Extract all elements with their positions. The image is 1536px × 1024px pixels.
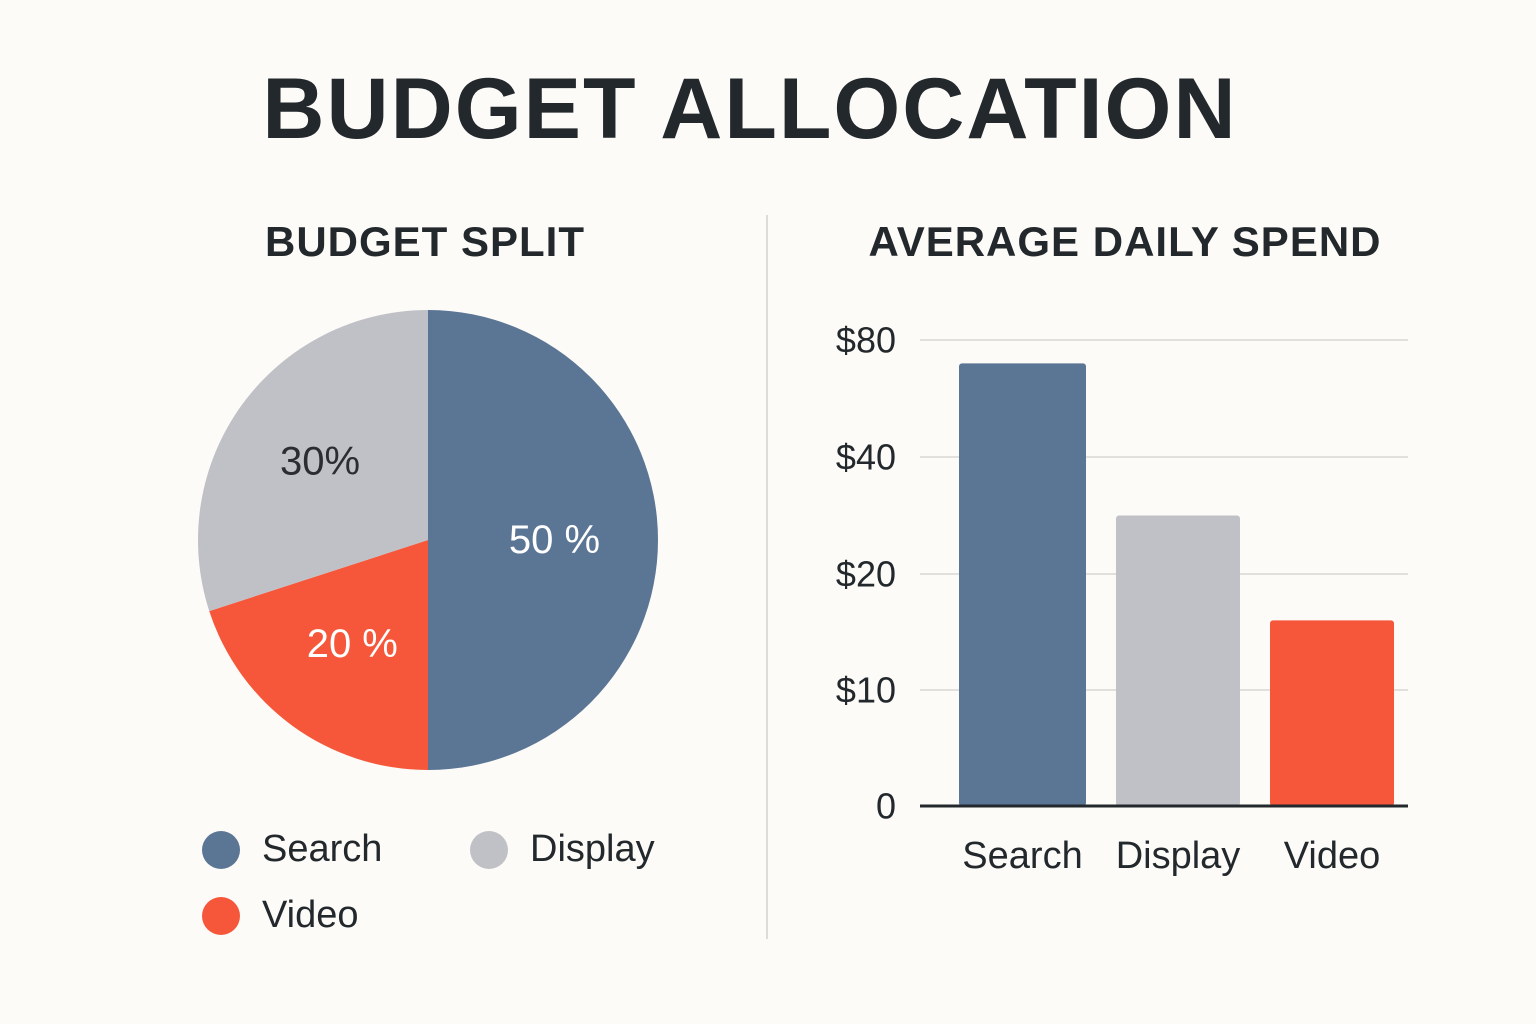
- legend-item-video: Video: [202, 894, 359, 937]
- bar-chart-title: AVERAGE DAILY SPEND: [868, 218, 1382, 265]
- legend-swatch-display: [470, 830, 508, 869]
- x-tick-label: Search: [962, 835, 1082, 877]
- y-tick-label: 0: [876, 786, 896, 827]
- legend-item-search: Search: [202, 828, 382, 871]
- bar-search: [959, 363, 1086, 806]
- pie-label-video: 20 %: [307, 622, 398, 666]
- pie-slice-display: [197, 310, 428, 612]
- legend-label: Search: [262, 828, 383, 870]
- bar-display: [1116, 515, 1240, 806]
- y-tick-label: $80: [836, 320, 896, 361]
- legend-label: Video: [262, 894, 359, 936]
- pie-chart-title: BUDGET SPLIT: [264, 218, 585, 265]
- pie-slice-search: [428, 310, 658, 770]
- pie-label-display: 30%: [280, 440, 360, 484]
- legend-swatch-video: [202, 896, 240, 935]
- pie-label-search: 50 %: [509, 518, 600, 562]
- x-tick-label: Display: [1116, 835, 1241, 877]
- bar-video: [1270, 620, 1394, 806]
- legend-item-display: Display: [470, 828, 655, 871]
- x-tick-label: Video: [1284, 835, 1381, 877]
- y-tick-label: $10: [836, 670, 896, 711]
- panel-divider: [766, 215, 768, 939]
- pie-slice-video: [209, 540, 428, 770]
- page-title: BUDGET ALLOCATION: [262, 61, 1238, 157]
- y-tick-label: $40: [836, 437, 896, 478]
- y-tick-label: $20: [836, 554, 896, 595]
- legend-swatch-search: [202, 830, 240, 869]
- legend-label: Display: [530, 828, 655, 870]
- pie-legend: Search Display Video: [200, 826, 700, 946]
